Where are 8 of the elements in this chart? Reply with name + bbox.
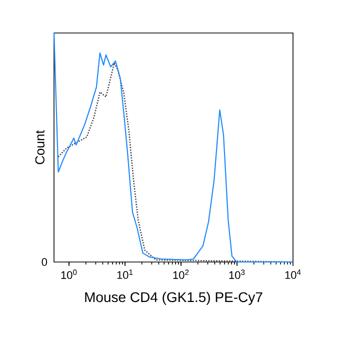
x-tick-label: 10$^{3}$ xyxy=(229,270,245,279)
x-tick-label: 10$^{0}$ xyxy=(61,270,77,279)
x-axis-title: Mouse CD4 (GK1.5) PE-Cy7 xyxy=(85,292,262,305)
x-tick-label: 10$^{4}$ xyxy=(285,270,301,279)
text: 0 xyxy=(42,258,48,266)
x-tick-label: 10$^{1}$ xyxy=(117,270,133,279)
y-axis-title: Count xyxy=(35,130,44,164)
x-tick-label: 10$^{2}$ xyxy=(173,270,189,279)
